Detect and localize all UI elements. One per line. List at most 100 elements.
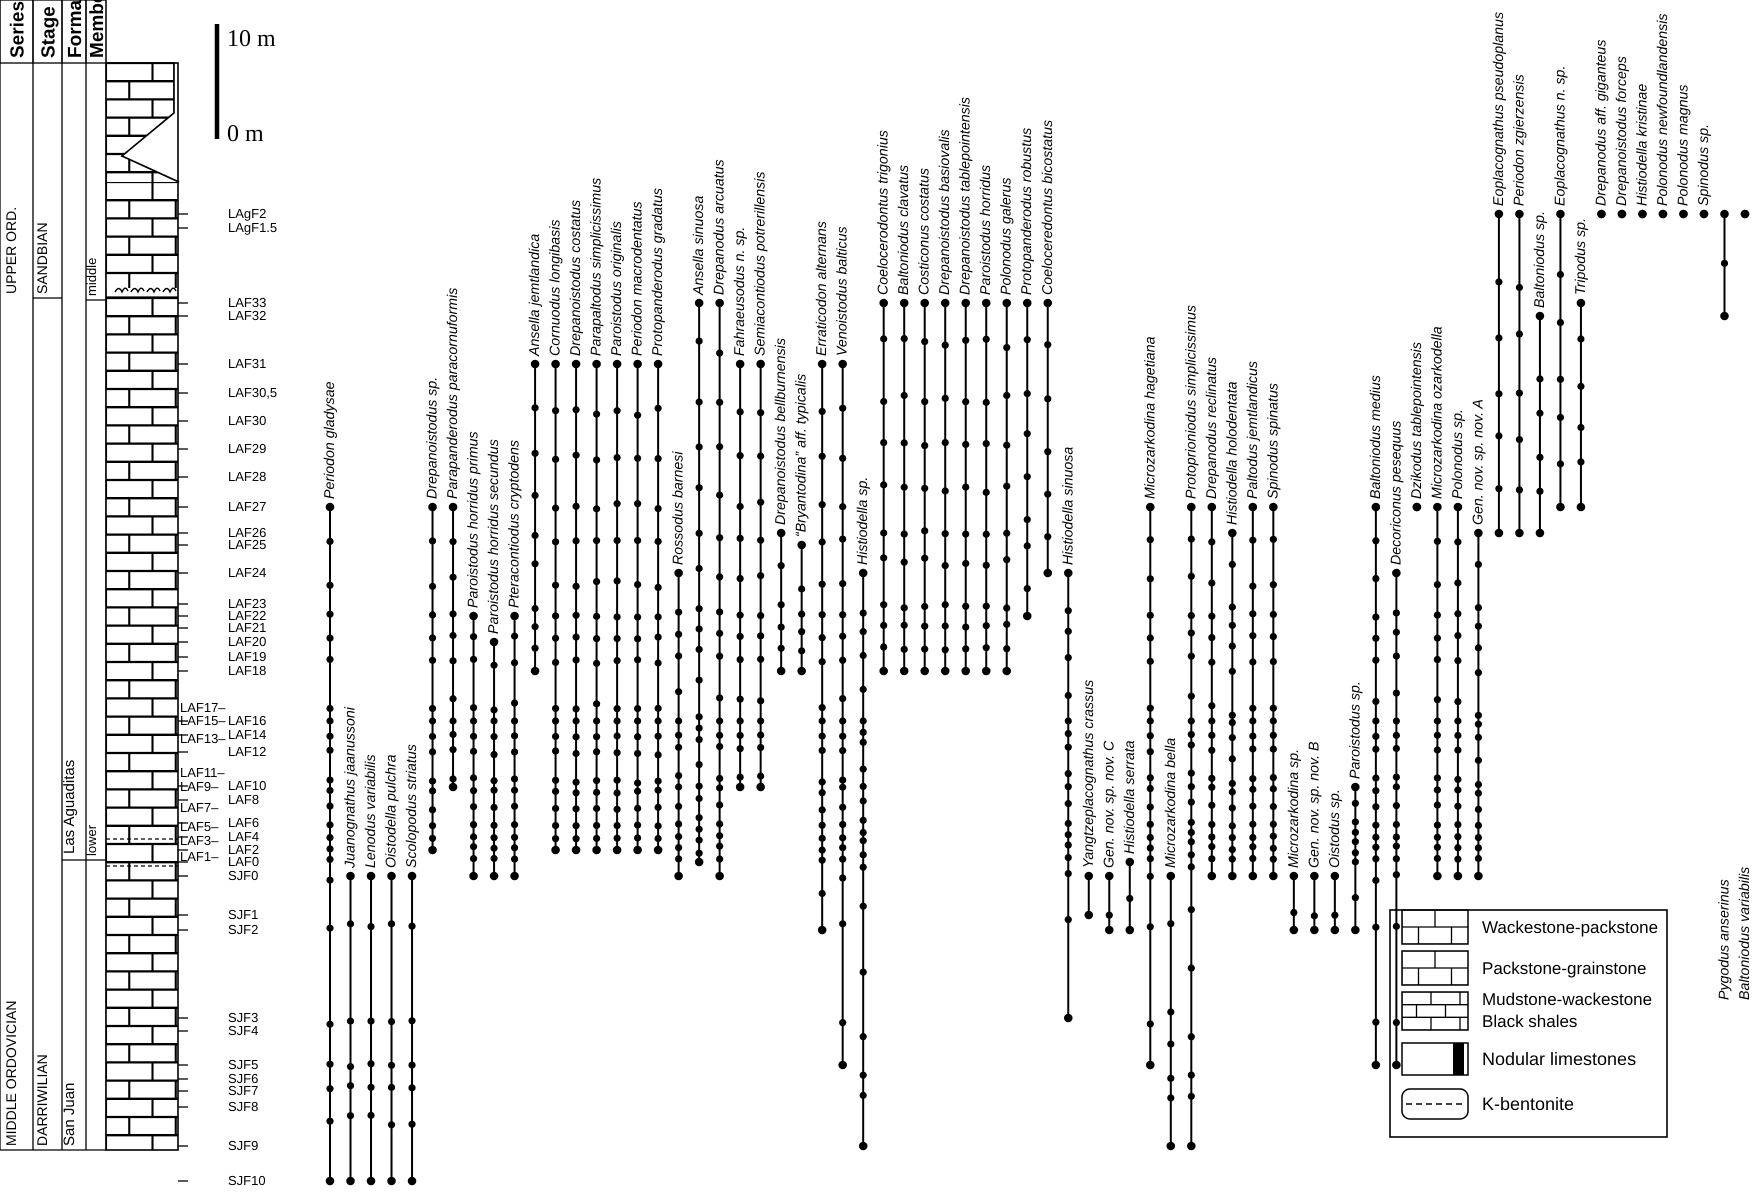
svg-text:Member: Member	[87, 0, 108, 58]
svg-text:LAgF1.5: LAgF1.5	[228, 220, 277, 235]
svg-text:LAF3–: LAF3–	[180, 833, 219, 848]
svg-text:lower: lower	[84, 824, 99, 856]
svg-text:LAF29: LAF29	[228, 441, 266, 456]
svg-text:LAF12: LAF12	[228, 744, 266, 759]
svg-text:Ansella sinuosa: Ansella sinuosa	[691, 196, 707, 296]
svg-text:LAgF2: LAgF2	[228, 206, 266, 221]
svg-text:Drepanoistodus basiovalis: Drepanoistodus basiovalis	[937, 129, 953, 295]
svg-text:Paroistodus horridus secundus: Paroistodus horridus secundus	[486, 439, 502, 634]
svg-text:Polonodus galerus: Polonodus galerus	[999, 177, 1015, 295]
svg-text:SJF10: SJF10	[228, 1173, 266, 1188]
svg-text:Drepanoistodus costatus: Drepanoistodus costatus	[568, 200, 584, 356]
svg-text:Microzarkodina sp.: Microzarkodina sp.	[1286, 749, 1302, 868]
svg-text:LAF18: LAF18	[228, 663, 266, 678]
svg-text:LAF14: LAF14	[228, 727, 266, 742]
svg-text:Histiodella kristinae: Histiodella kristinae	[1634, 84, 1650, 206]
svg-text:LAF31: LAF31	[228, 356, 266, 371]
svg-text:Spinodus sp.: Spinodus sp.	[1696, 124, 1712, 206]
svg-text:SJF7: SJF7	[228, 1083, 258, 1098]
svg-text:Histiodella serrata: Histiodella serrata	[1122, 740, 1138, 854]
svg-text:Juanognathus jaanussoni: Juanognathus jaanussoni	[343, 706, 359, 869]
svg-text:LAF8: LAF8	[228, 792, 259, 807]
svg-text:middle: middle	[84, 258, 99, 296]
svg-text:Periodon macrodentatus: Periodon macrodentatus	[630, 201, 646, 356]
svg-text:Yangtzeplacognathus crassus: Yangtzeplacognathus crassus	[1081, 680, 1097, 868]
svg-text:Protopanderodus robustus: Protopanderodus robustus	[1019, 128, 1035, 295]
svg-text:SJF5: SJF5	[228, 1057, 258, 1072]
svg-text:Paroistodus horridus primus: Paroistodus horridus primus	[466, 431, 482, 608]
svg-text:LAF13–: LAF13–	[180, 731, 226, 746]
svg-text:UPPER ORD.: UPPER ORD.	[3, 207, 19, 294]
svg-text:Black shales: Black shales	[1482, 1012, 1577, 1031]
svg-text:Dzikodus tablepointensis: Dzikodus tablepointensis	[1409, 342, 1425, 499]
svg-text:Decoriconus pesequus: Decoriconus pesequus	[1388, 421, 1404, 565]
svg-text:Packstone-grainstone: Packstone-grainstone	[1482, 959, 1646, 978]
svg-text:Microzarkodina ozarkodella: Microzarkodina ozarkodella	[1429, 326, 1445, 499]
svg-text:K-bentonite: K-bentonite	[1482, 1094, 1574, 1114]
svg-text:Protoprioniodus simplicissimus: Protoprioniodus simplicissimus	[1183, 305, 1199, 499]
svg-text:SJF0: SJF0	[228, 868, 258, 883]
svg-text:Scolopodus striatus: Scolopodus striatus	[404, 744, 420, 868]
svg-text:SJF9: SJF9	[228, 1138, 258, 1153]
svg-text:LAF19: LAF19	[228, 649, 266, 664]
svg-text:LAF30: LAF30	[228, 413, 266, 428]
svg-text:SJF4: SJF4	[228, 1023, 258, 1038]
svg-text:MIDDLE ORDOVICIAN: MIDDLE ORDOVICIAN	[3, 1001, 19, 1146]
svg-text:Polonodus newfoundlandensis: Polonodus newfoundlandensis	[1655, 14, 1671, 206]
svg-text:Mudstone-wackestone: Mudstone-wackestone	[1482, 990, 1652, 1009]
svg-text:Series: Series	[8, 1, 29, 58]
svg-text:10 m: 10 m	[227, 26, 276, 52]
svg-text:LAF9–: LAF9–	[180, 779, 219, 794]
svg-text:LAF27: LAF27	[228, 499, 266, 514]
svg-text:LAF25: LAF25	[228, 537, 266, 552]
svg-text:LAF21: LAF21	[228, 620, 266, 635]
svg-text:Erraticodon alternans: Erraticodon alternans	[814, 221, 830, 356]
svg-text:Drepanoistodus sp.: Drepanoistodus sp.	[425, 377, 441, 499]
svg-text:Histiodella sp.: Histiodella sp.	[855, 477, 871, 565]
svg-text:Drepanodus aff. giganteus: Drepanodus aff. giganteus	[1593, 40, 1609, 206]
svg-text:Formation: Formation	[65, 0, 86, 58]
svg-text:LAF6: LAF6	[228, 815, 259, 830]
svg-text:Baltoniodus sp.: Baltoniodus sp.	[1532, 211, 1548, 308]
svg-text:LAF20: LAF20	[228, 634, 266, 649]
svg-text:LAF11–: LAF11–	[180, 765, 225, 780]
svg-text:Tripodus sp.: Tripodus sp.	[1573, 218, 1589, 295]
svg-text:LAF10: LAF10	[228, 778, 266, 793]
svg-text:Wackestone-packstone: Wackestone-packstone	[1482, 918, 1658, 937]
svg-text:Pygodus anserinus: Pygodus anserinus	[1716, 879, 1732, 1000]
svg-text:Periodon zgierzensis: Periodon zgierzensis	[1511, 74, 1527, 206]
svg-text:DARRIWILIAN: DARRIWILIAN	[34, 1054, 50, 1146]
svg-text:Periodon gladysae: Periodon gladysae	[322, 381, 338, 499]
svg-text:“Bryantodina” aff. typicalis: “Bryantodina” aff. typicalis	[794, 374, 810, 537]
svg-text:SJF2: SJF2	[228, 922, 258, 937]
svg-text:LAF15–: LAF15–	[180, 713, 226, 728]
svg-text:Baltoniodus medius: Baltoniodus medius	[1368, 375, 1384, 499]
svg-text:Polonodus sp.: Polonodus sp.	[1450, 409, 1466, 499]
svg-text:Protopanderodus gradatus: Protopanderodus gradatus	[650, 188, 666, 356]
svg-text:Polonodus magnus: Polonodus magnus	[1675, 85, 1691, 206]
svg-text:Oistodus sp.: Oistodus sp.	[1327, 789, 1343, 868]
svg-text:Las Aguaditas: Las Aguaditas	[61, 760, 78, 854]
svg-text:Ansella jemtlandica: Ansella jemtlandica	[527, 234, 543, 357]
svg-text:Gen. nov. sp. nov. C: Gen. nov. sp. nov. C	[1101, 740, 1117, 868]
svg-text:Microzarkodina hagetiana: Microzarkodina hagetiana	[1142, 336, 1158, 499]
svg-text:LAF28: LAF28	[228, 469, 266, 484]
svg-text:LAF24: LAF24	[228, 565, 266, 580]
svg-text:Lenodus variabilis: Lenodus variabilis	[363, 754, 379, 868]
svg-text:Drepanoistodus tablepointensis: Drepanoistodus tablepointensis	[958, 97, 974, 295]
svg-text:Drepanoistodus bellburnensis: Drepanoistodus bellburnensis	[773, 338, 789, 525]
svg-text:Eoplacognathus n. sp.: Eoplacognathus n. sp.	[1552, 66, 1568, 206]
svg-text:Drepanoistodus forceps: Drepanoistodus forceps	[1614, 56, 1630, 206]
svg-text:Nodular limestones: Nodular limestones	[1482, 1049, 1636, 1069]
svg-text:Cornuodus longibasis: Cornuodus longibasis	[548, 220, 564, 356]
svg-text:Parapaltodus simplicissimus: Parapaltodus simplicissimus	[589, 178, 605, 356]
svg-text:LAF32: LAF32	[228, 308, 266, 323]
svg-text:Paroistodus originalis: Paroistodus originalis	[609, 221, 625, 356]
svg-text:Oistodella pulchra: Oistodella pulchra	[384, 754, 400, 868]
svg-text:LAF0: LAF0	[228, 854, 259, 869]
svg-text:SJF1: SJF1	[228, 907, 258, 922]
svg-text:Coelocerodontus trigonius: Coelocerodontus trigonius	[876, 130, 892, 295]
svg-text:Gen. nov. sp. nov. A: Gen. nov. sp. nov. A	[1470, 399, 1486, 525]
svg-text:Baltoniodus clavatus: Baltoniodus clavatus	[896, 165, 912, 295]
svg-text:Coeloceredontus bicostatus: Coeloceredontus bicostatus	[1040, 120, 1056, 295]
